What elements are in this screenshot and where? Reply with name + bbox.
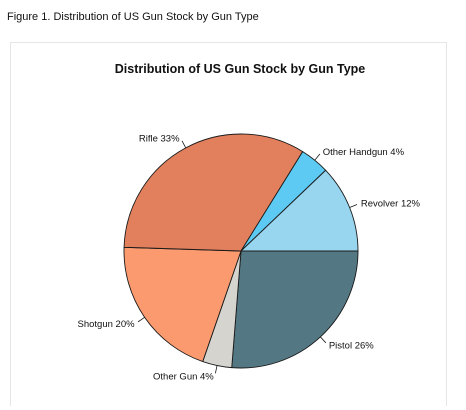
figure-caption: Figure 1. Distribution of US Gun Stock b… xyxy=(7,11,259,23)
leader-line xyxy=(215,365,218,374)
slice-label-shotgun: Shotgun 20% xyxy=(78,319,136,330)
plot-frame xyxy=(10,42,447,406)
slice-label-other-handgun: Other Handgun 4% xyxy=(323,147,405,158)
pie-slice-pistol xyxy=(231,250,359,369)
label-leaders xyxy=(137,140,358,374)
leader-line xyxy=(181,140,187,149)
slice-label-revolver: Revolver 12% xyxy=(361,199,421,210)
slice-label-pistol: Pistol 26% xyxy=(329,340,374,351)
pie-slice-shotgun xyxy=(123,246,242,363)
slice-label-other-gun: Other Gun 4% xyxy=(153,372,214,383)
slice-labels: Pistol 26% Other Gun 4% Shotgun 20% Rifle 3… xyxy=(78,133,421,382)
leader-line xyxy=(137,317,145,323)
leader-line xyxy=(320,336,327,344)
slice-label-rifle: Rifle 33% xyxy=(139,133,180,144)
pie-slices xyxy=(123,133,359,369)
chart-title: Distribution of US Gun Stock by Gun Type xyxy=(115,62,366,76)
leader-line xyxy=(349,204,358,208)
leader-line xyxy=(314,153,321,161)
